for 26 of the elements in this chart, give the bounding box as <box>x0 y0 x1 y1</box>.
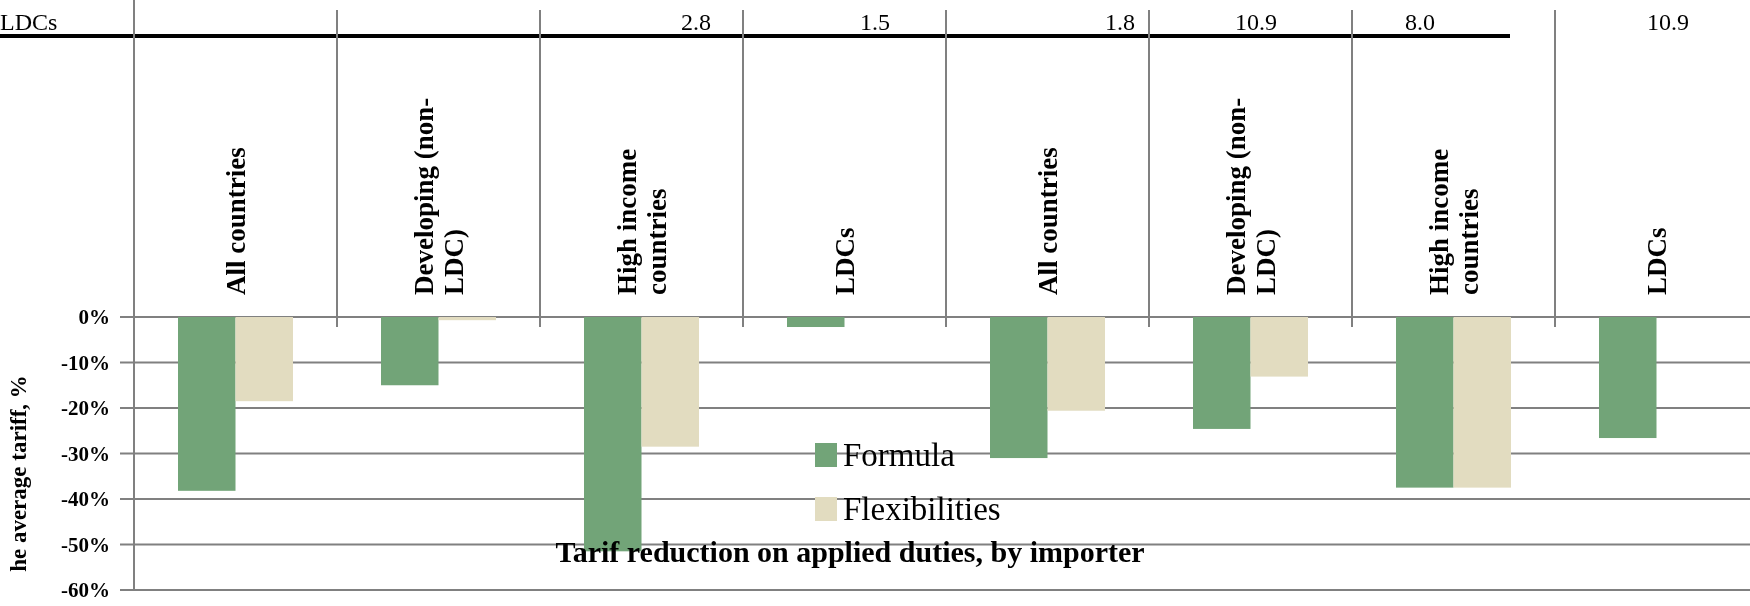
y-tick-label: -50% <box>61 532 110 557</box>
y-tick-label: -60% <box>61 578 110 602</box>
x-tick-label: Developing (non-LDC) <box>408 97 469 295</box>
x-tick-label: LDCs <box>829 227 860 295</box>
y-tick-label: -20% <box>61 396 110 420</box>
x-tick-label: High income countries <box>1423 148 1484 295</box>
y-tick-label: -40% <box>61 487 110 511</box>
x-tick-label: High income countries <box>611 148 672 295</box>
text: 1.5 <box>860 9 890 35</box>
legend-label: Flexibilities <box>843 491 1001 527</box>
text: LDCs <box>0 9 58 35</box>
y-tick-label: -30% <box>61 441 110 466</box>
x-tick-label: All countries <box>1032 147 1063 295</box>
text: 8.0 <box>1405 9 1435 35</box>
y-axis-title: he average tariff, % <box>6 375 31 572</box>
y-tick-label: -10% <box>61 350 110 375</box>
y-tick-label: 0% <box>78 305 110 329</box>
text: Tarif reduction on applied duties, by importer <box>555 535 1145 568</box>
x-tick-label: Developing (non-LDC) <box>1220 97 1281 295</box>
x-tick-label: LDCs <box>1641 227 1672 295</box>
text: 10.9 <box>1235 9 1277 35</box>
text: 10.9 <box>1647 9 1689 35</box>
legend-label: Formula <box>843 437 956 473</box>
text: 1.8 <box>1105 9 1135 35</box>
text: 2.8 <box>681 9 711 35</box>
x-tick-label: All countries <box>220 147 251 295</box>
